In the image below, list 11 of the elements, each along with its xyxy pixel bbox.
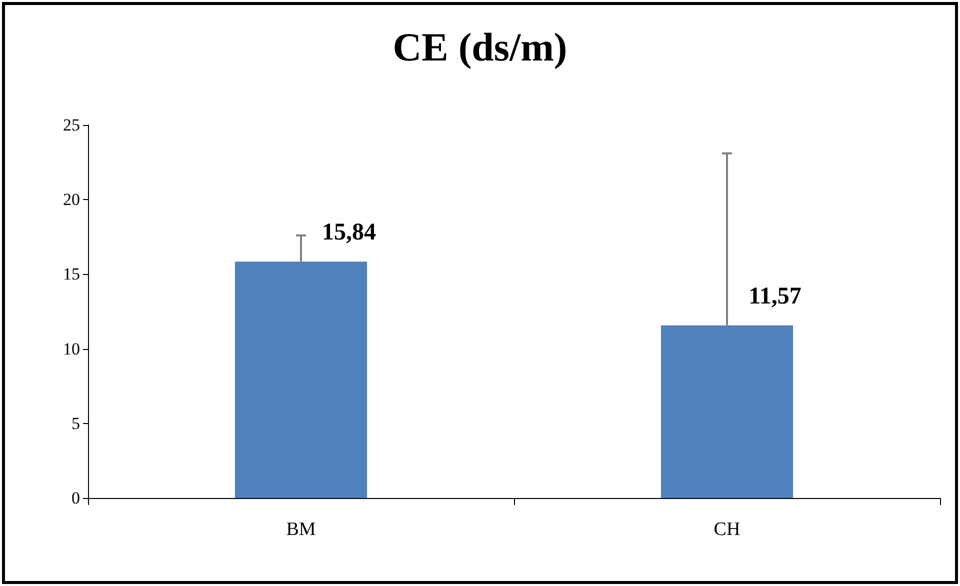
x-tick-label: CH — [714, 519, 740, 540]
data-label: 11,57 — [748, 283, 802, 310]
data-label: 15,84 — [322, 220, 376, 246]
y-tick-label: 25 — [63, 116, 80, 134]
y-tick-label: 15 — [63, 264, 80, 284]
y-tick-label: 20 — [63, 190, 80, 210]
chart-title: CE (ds/m) — [392, 24, 568, 70]
y-tick-label: 0 — [72, 488, 80, 508]
y-tick-label: 10 — [63, 339, 80, 358]
y-tick-label: 5 — [72, 414, 80, 433]
x-tick-label: BM — [286, 519, 316, 540]
